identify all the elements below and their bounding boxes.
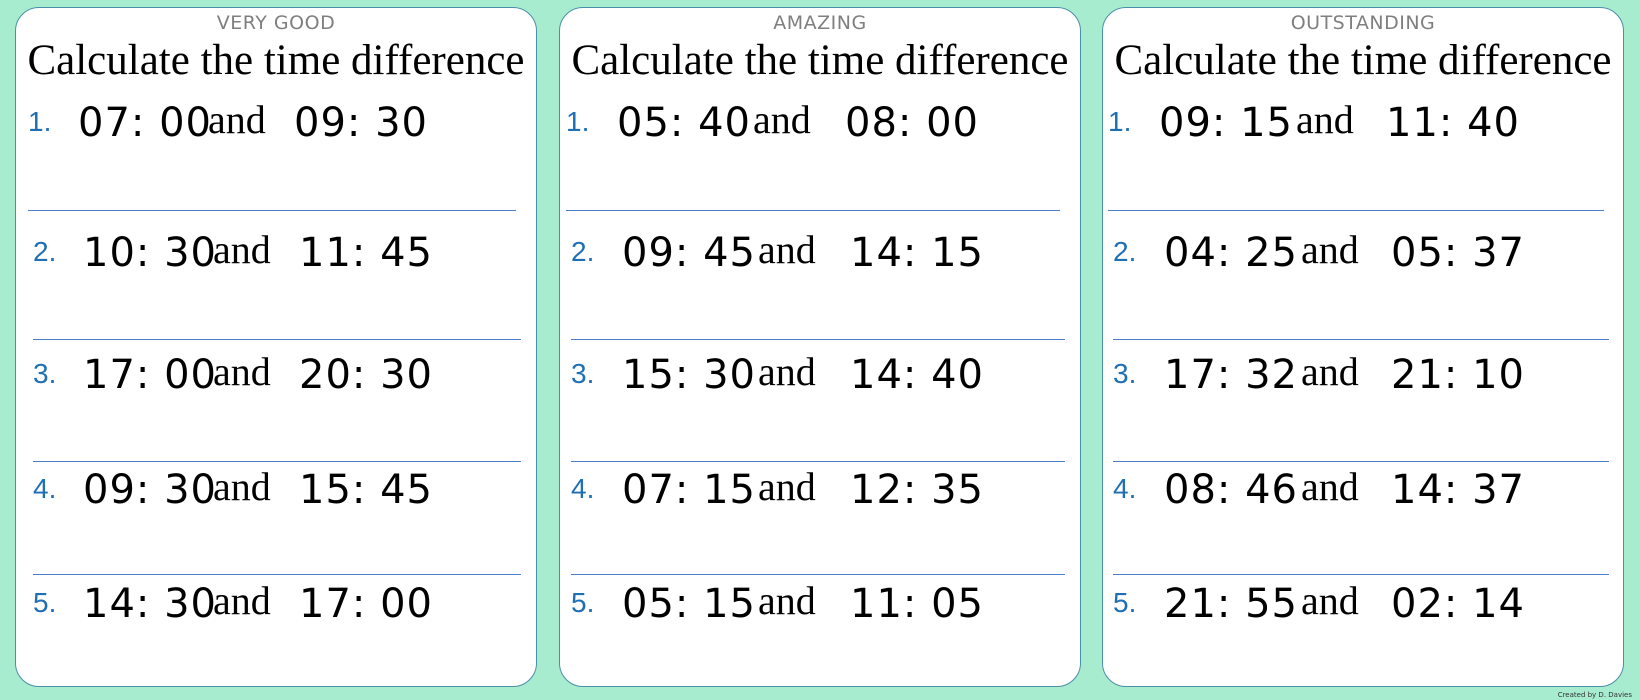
difficulty-level-label: VERY GOOD [216, 12, 336, 34]
end-time: 17: 00 [299, 581, 433, 627]
end-time: 14: 40 [850, 352, 984, 398]
question-number: 2. [1113, 236, 1137, 267]
start-time: 09: 15 [1159, 100, 1293, 146]
question-2: 2. 09: 45 and 14: 15 [560, 226, 1080, 286]
question-1: 1. 07: 00 and 09: 30 [16, 96, 536, 156]
answer-line [33, 574, 521, 575]
worksheet-heading: Calculate the time difference [1114, 37, 1612, 84]
answer-line [1113, 574, 1609, 575]
start-time: 09: 45 [622, 230, 756, 276]
question-number: 1. [566, 106, 590, 137]
start-time: 14: 30 [83, 581, 217, 627]
question-4: 4. 09: 30 and 15: 45 [16, 463, 536, 523]
start-time: 10: 30 [83, 230, 217, 276]
question-3: 3. 17: 32 and 21: 10 [1103, 348, 1623, 408]
end-time: 20: 30 [299, 352, 433, 398]
answer-line [1113, 461, 1609, 462]
and-text: and [1301, 464, 1359, 509]
question-number: 3. [1113, 358, 1137, 389]
end-time: 21: 10 [1391, 352, 1525, 398]
start-time: 17: 32 [1164, 352, 1298, 398]
and-text: and [1301, 227, 1359, 272]
end-time: 08: 00 [845, 100, 979, 146]
and-text: and [758, 349, 816, 394]
question-3: 3. 15: 30 and 14: 40 [560, 348, 1080, 408]
end-time: 05: 37 [1391, 230, 1525, 276]
end-time: 11: 40 [1386, 100, 1520, 146]
end-time: 09: 30 [294, 100, 428, 146]
answer-line [566, 210, 1060, 211]
difficulty-level-label: OUTSTANDING [1290, 12, 1436, 34]
start-time: 15: 30 [622, 352, 756, 398]
start-time: 07: 15 [622, 467, 756, 513]
answer-line [1113, 339, 1609, 340]
question-number: 2. [33, 236, 57, 267]
end-time: 14: 15 [850, 230, 984, 276]
answer-line [571, 339, 1065, 340]
and-text: and [758, 464, 816, 509]
question-number: 4. [33, 473, 57, 504]
question-number: 1. [1108, 106, 1132, 137]
question-number: 5. [1113, 587, 1137, 618]
and-text: and [758, 578, 816, 623]
question-4: 4. 07: 15 and 12: 35 [560, 463, 1080, 523]
question-number: 5. [571, 587, 595, 618]
start-time: 21: 55 [1164, 581, 1298, 627]
and-text: and [1301, 578, 1359, 623]
question-number: 5. [33, 587, 57, 618]
question-5: 5. 14: 30 and 17: 00 [16, 577, 536, 637]
and-text: and [213, 349, 271, 394]
start-time: 05: 40 [617, 100, 751, 146]
question-5: 5. 05: 15 and 11: 05 [560, 577, 1080, 637]
and-text: and [1301, 349, 1359, 394]
difficulty-level-label: AMAZING [773, 12, 867, 34]
and-text: and [213, 578, 271, 623]
start-time: 08: 46 [1164, 467, 1298, 513]
worksheet-heading: Calculate the time difference [27, 37, 525, 84]
question-5: 5. 21: 55 and 02: 14 [1103, 577, 1623, 637]
question-number: 4. [571, 473, 595, 504]
end-time: 11: 05 [850, 581, 984, 627]
question-4: 4. 08: 46 and 14: 37 [1103, 463, 1623, 523]
worksheet-card-amazing: AMAZING Calculate the time difference 1.… [559, 7, 1081, 687]
question-number: 1. [28, 106, 52, 137]
answer-line [571, 574, 1065, 575]
end-time: 02: 14 [1391, 581, 1525, 627]
and-text: and [1296, 97, 1354, 142]
question-number: 3. [33, 358, 57, 389]
worksheet-heading: Calculate the time difference [571, 37, 1069, 84]
question-2: 2. 10: 30 and 11: 45 [16, 226, 536, 286]
and-text: and [758, 227, 816, 272]
question-2: 2. 04: 25 and 05: 37 [1103, 226, 1623, 286]
question-number: 3. [571, 358, 595, 389]
end-time: 12: 35 [850, 467, 984, 513]
answer-line [33, 339, 521, 340]
question-number: 2. [571, 236, 595, 267]
answer-line [33, 461, 521, 462]
start-time: 09: 30 [83, 467, 217, 513]
author-credit: Created by D. Davies [1557, 691, 1632, 699]
and-text: and [213, 227, 271, 272]
end-time: 11: 45 [299, 230, 433, 276]
and-text: and [208, 97, 266, 142]
answer-line [1108, 210, 1604, 211]
and-text: and [753, 97, 811, 142]
question-1: 1. 09: 15 and 11: 40 [1103, 96, 1623, 156]
start-time: 17: 00 [83, 352, 217, 398]
answer-line [28, 210, 516, 211]
answer-line [571, 461, 1065, 462]
worksheet-card-outstanding: OUTSTANDING Calculate the time differenc… [1102, 7, 1624, 687]
question-3: 3. 17: 00 and 20: 30 [16, 348, 536, 408]
and-text: and [213, 464, 271, 509]
start-time: 05: 15 [622, 581, 756, 627]
question-number: 4. [1113, 473, 1137, 504]
question-1: 1. 05: 40 and 08: 00 [560, 96, 1080, 156]
start-time: 07: 00 [78, 100, 212, 146]
end-time: 15: 45 [299, 467, 433, 513]
end-time: 14: 37 [1391, 467, 1525, 513]
start-time: 04: 25 [1164, 230, 1298, 276]
worksheet-card-very-good: VERY GOOD Calculate the time difference … [15, 7, 537, 687]
